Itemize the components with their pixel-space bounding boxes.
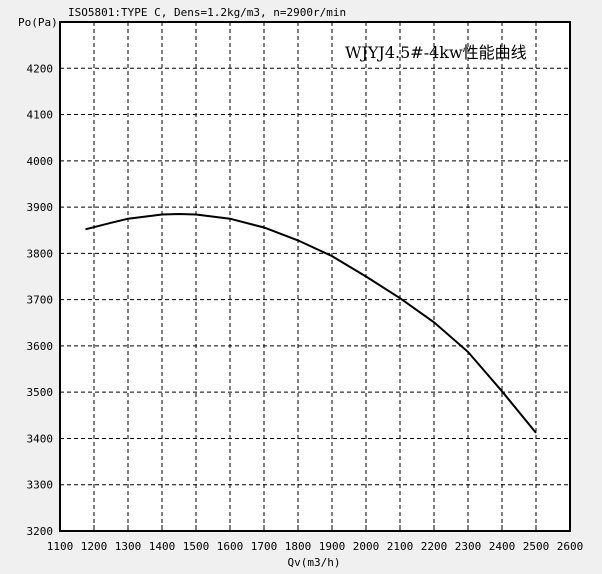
x-tick-label: 2300 <box>455 540 482 553</box>
x-tick-label: 1100 <box>47 540 74 553</box>
y-tick-label: 3800 <box>27 247 54 260</box>
x-tick-label: 1500 <box>183 540 210 553</box>
x-axis-label: Qv(m3/h) <box>288 556 341 569</box>
y-tick-label: 3200 <box>27 525 54 538</box>
pressure-curve <box>85 212 537 434</box>
x-tick-label: 2000 <box>353 540 380 553</box>
x-tick-label: 2600 <box>557 540 584 553</box>
x-tick-label: 1200 <box>81 540 108 553</box>
y-tick-label: 3600 <box>27 340 54 353</box>
x-tick-label: 2100 <box>387 540 414 553</box>
plot-area <box>60 22 570 531</box>
x-tick-label: 1600 <box>217 540 244 553</box>
chart-title: WJYJ4.5#-4kw性能曲线 <box>345 43 527 62</box>
y-tick-label: 3500 <box>27 386 54 399</box>
x-tick-label: 2200 <box>421 540 448 553</box>
x-tick-label: 1800 <box>285 540 312 553</box>
y-tick-label: 3300 <box>27 479 54 492</box>
x-tick-label: 2400 <box>489 540 516 553</box>
y-tick-label: 4100 <box>27 109 54 122</box>
x-tick-label: 1900 <box>319 540 346 553</box>
x-tick-label: 1700 <box>251 540 278 553</box>
y-tick-label: 3900 <box>27 201 54 214</box>
x-tick-label: 1400 <box>149 540 176 553</box>
y-tick-label: 3400 <box>27 432 54 445</box>
y-axis-label: Po(Pa) <box>18 16 58 29</box>
y-tick-label: 4200 <box>27 62 54 75</box>
plot-frame <box>59 21 571 532</box>
y-tick-label: 3700 <box>27 294 54 307</box>
x-tick-label: 2500 <box>523 540 550 553</box>
y-tick-label: 4000 <box>27 155 54 168</box>
chart-subtitle: ISO5801:TYPE C, Dens=1.2kg/m3, n=2900r/m… <box>68 6 346 19</box>
x-tick-label: 1300 <box>115 540 142 553</box>
